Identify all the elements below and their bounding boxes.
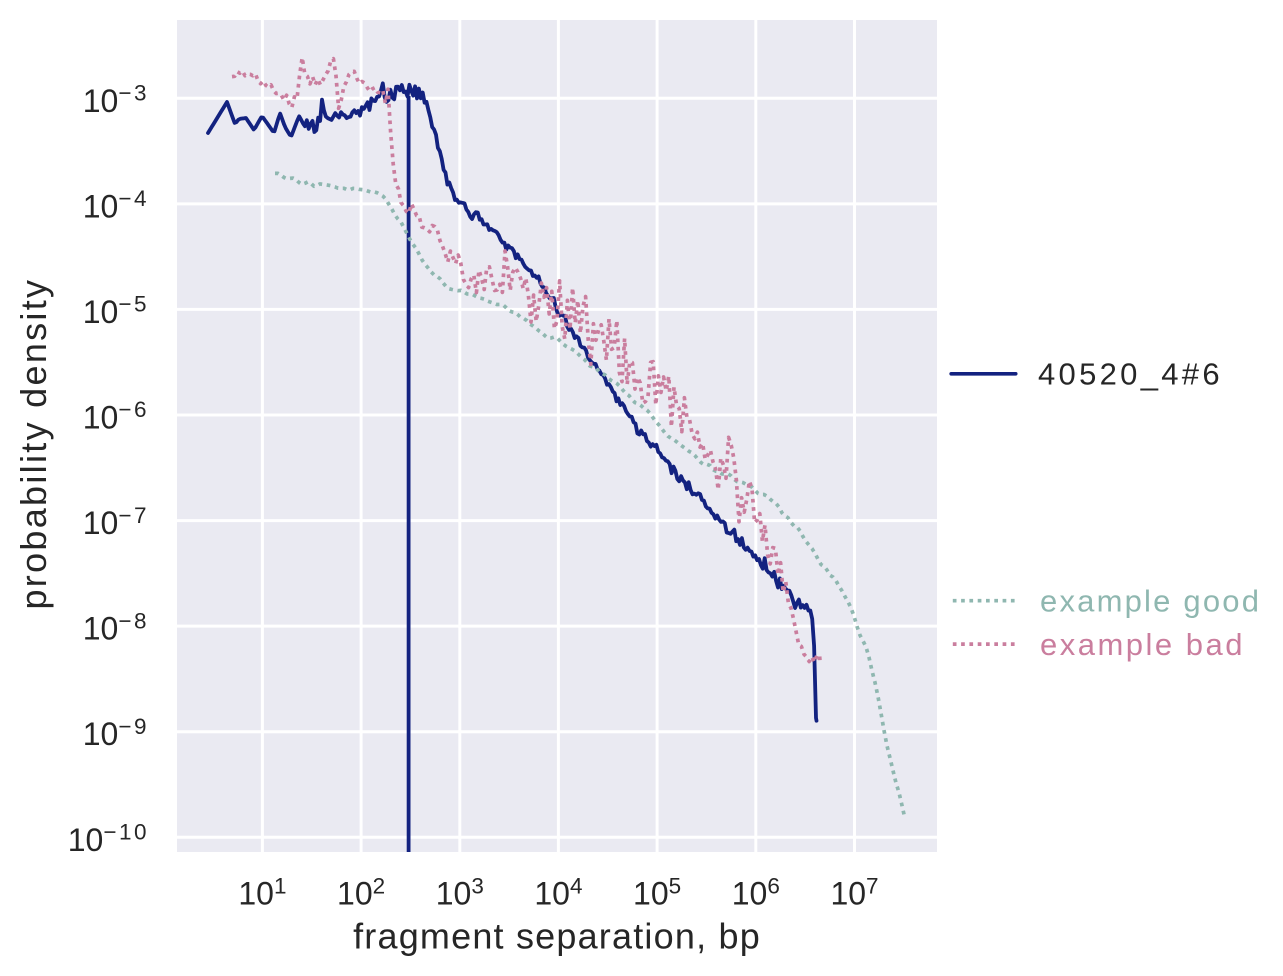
svg-text:example good: example good: [1040, 583, 1261, 618]
svg-text:probability density: probability density: [13, 278, 54, 610]
svg-text:10−4: 10−4: [83, 186, 149, 224]
svg-text:fragment separation, bp: fragment separation, bp: [353, 916, 761, 957]
svg-text:example bad: example bad: [1040, 627, 1245, 662]
svg-text:10−10: 10−10: [68, 820, 149, 858]
svg-text:40520_4#6: 40520_4#6: [1038, 357, 1223, 392]
